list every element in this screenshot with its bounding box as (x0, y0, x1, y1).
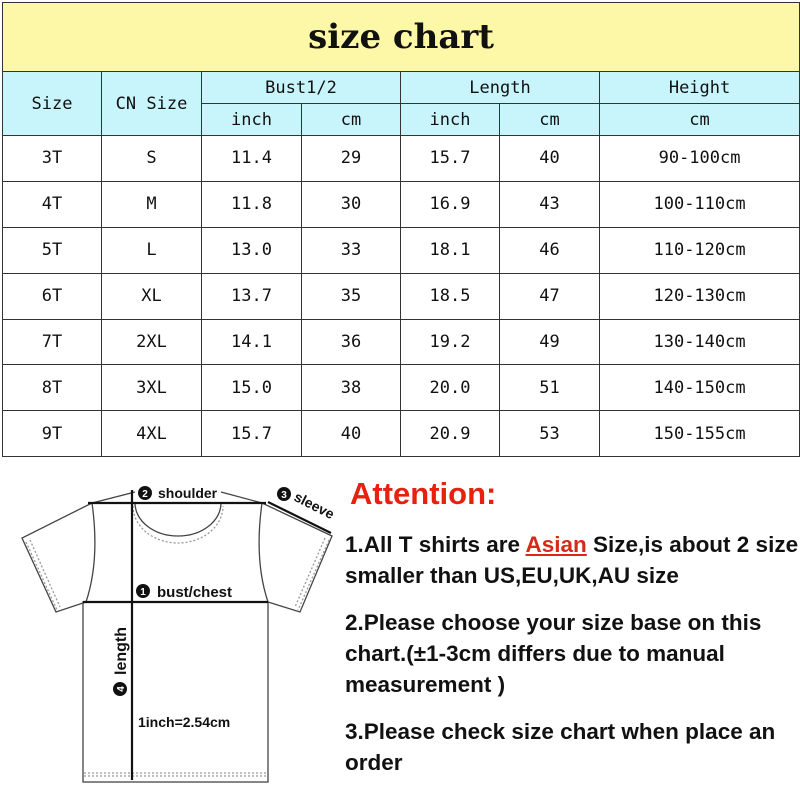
cell-bust-cm: 29 (301, 135, 401, 182)
sleeve-line (267, 501, 332, 534)
cell-bust-cm: 40 (301, 410, 401, 458)
length-label: length (113, 627, 130, 675)
body-side-right (258, 502, 269, 603)
cell-size: 5T (2, 226, 102, 274)
cell-bust-in: 15.7 (201, 410, 302, 458)
cell-bust-cm: 30 (301, 180, 401, 228)
cell-len-in: 20.9 (400, 410, 500, 458)
header-length: Length (400, 71, 600, 104)
cell-cn: L (101, 226, 202, 274)
cell-size: 6T (2, 272, 102, 320)
cell-len-cm: 43 (499, 180, 600, 228)
shoulder-label: shoulder (158, 485, 218, 501)
header-length-inch: inch (400, 103, 500, 136)
cell-size: 4T (2, 180, 102, 228)
cell-height: 100-110cm (598, 180, 800, 228)
cell-bust-in: 15.0 (201, 364, 302, 412)
body-side-left (85, 502, 96, 603)
cell-len-cm: 46 (499, 226, 600, 274)
cell-len-in: 18.5 (400, 272, 500, 320)
cell-size: 7T (2, 318, 102, 366)
cell-cn: 2XL (101, 318, 202, 366)
cell-bust-in: 11.8 (201, 180, 302, 228)
cell-bust-in: 13.0 (201, 226, 302, 274)
header-size: Size (2, 71, 102, 136)
bust-label: bust/chest (157, 584, 232, 601)
cell-bust-in: 13.7 (201, 272, 302, 320)
cell-bust-cm: 33 (301, 226, 401, 274)
cell-size: 8T (2, 364, 102, 412)
table-row: 9T 4XL 15.7 40 20.9 53 150-155cm (2, 410, 800, 458)
header-bust: Bust1/2 (201, 71, 401, 104)
cell-len-cm: 53 (499, 410, 600, 458)
header-height: Height (598, 71, 800, 104)
cell-height: 130-140cm (598, 318, 800, 366)
asian-link: Asian (525, 532, 587, 557)
cell-size: 3T (2, 135, 102, 182)
cell-len-in: 15.7 (400, 135, 500, 182)
cell-bust-cm: 36 (301, 318, 401, 366)
header-bust-cm: cm (301, 103, 401, 136)
cell-cn: S (101, 135, 202, 182)
body (82, 601, 269, 783)
conversion-label: 1inch=2.54cm (138, 714, 230, 730)
cell-height: 120-130cm (598, 272, 800, 320)
cell-bust-cm: 38 (301, 364, 401, 412)
cell-len-in: 20.0 (400, 364, 500, 412)
cell-size: 9T (2, 410, 102, 458)
cell-height: 150-155cm (598, 410, 800, 458)
tshirt-diagram: 2 shoulder 3 sleeve 1 bust/chest 4 lengt… (21, 485, 337, 783)
note-2: 2.Please choose your size base on this c… (345, 610, 762, 697)
table-row: 5T L 13.0 33 18.1 46 110-120cm (2, 226, 800, 274)
cell-bust-in: 11.4 (201, 135, 302, 182)
cell-len-in: 16.9 (400, 180, 500, 228)
header-length-cm: cm (499, 103, 600, 136)
svg-text:1: 1 (140, 587, 146, 598)
cell-cn: 3XL (101, 364, 202, 412)
right-sleeve (261, 502, 333, 613)
cell-len-cm: 47 (499, 272, 600, 320)
table-row: 4T M 11.8 30 16.9 43 100-110cm (2, 180, 800, 228)
cell-height: 110-120cm (598, 226, 800, 274)
svg-text:2: 2 (142, 489, 148, 500)
header-cn-size: CN Size (101, 71, 202, 136)
table-row: 8T 3XL 15.0 38 20.0 51 140-150cm (2, 364, 800, 412)
left-sleeve (21, 502, 93, 613)
header-height-cm: cm (598, 103, 800, 136)
svg-text:4: 4 (116, 686, 127, 692)
chart-title: size chart (1, 2, 800, 72)
note-3: 3.Please check size chart when place an … (345, 719, 776, 775)
table-row: 3T S 11.4 29 15.7 40 90-100cm (2, 135, 800, 182)
cell-bust-cm: 35 (301, 272, 401, 320)
cell-cn: 4XL (101, 410, 202, 458)
note-1: 1.All T shirts are Asian Size,is about 2… (345, 532, 799, 588)
table-row: 6T XL 13.7 35 18.5 47 120-130cm (2, 272, 800, 320)
cell-len-cm: 51 (499, 364, 600, 412)
header-bust-inch: inch (201, 103, 302, 136)
cell-height: 140-150cm (598, 364, 800, 412)
cell-bust-in: 14.1 (201, 318, 302, 366)
svg-text:3: 3 (281, 490, 287, 501)
cell-cn: M (101, 180, 202, 228)
cell-cn: XL (101, 272, 202, 320)
attention-heading: Attention: (350, 476, 497, 511)
collar (134, 502, 222, 537)
cell-len-cm: 49 (499, 318, 600, 366)
cell-len-in: 18.1 (400, 226, 500, 274)
cell-len-in: 19.2 (400, 318, 500, 366)
size-chart-table: size chart Size CN Size Bust1/2 Length H… (1, 2, 800, 458)
cell-height: 90-100cm (598, 135, 800, 182)
table-row: 7T 2XL 14.1 36 19.2 49 130-140cm (2, 318, 800, 366)
cell-len-cm: 40 (499, 135, 600, 182)
